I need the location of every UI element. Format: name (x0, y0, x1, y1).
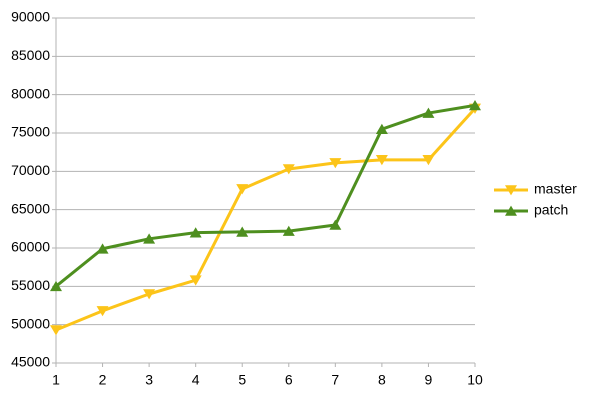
y-tick-label: 55000 (11, 277, 50, 293)
marker (189, 275, 202, 286)
series-line (55, 103, 476, 288)
x-tick-label: 10 (467, 372, 483, 388)
y-tick-label: 65000 (11, 200, 50, 216)
x-tick-label: 8 (378, 372, 386, 388)
legend-marker (505, 185, 517, 196)
marker (96, 306, 109, 317)
marker (469, 100, 481, 111)
marker (329, 158, 342, 169)
marker (375, 155, 388, 166)
marker (422, 107, 435, 118)
marker (189, 227, 202, 238)
x-tick-label: 3 (145, 372, 153, 388)
marker (50, 325, 62, 336)
marker (282, 164, 295, 175)
marker (143, 289, 156, 300)
marker (375, 123, 388, 134)
y-tick-label: 45000 (11, 354, 50, 370)
legend-label: patch (534, 202, 568, 218)
y-tick-label: 80000 (11, 85, 50, 101)
series-line (55, 107, 477, 332)
x-tick-label: 9 (425, 372, 433, 388)
y-tick-label: 70000 (11, 162, 50, 178)
marker (422, 155, 435, 166)
x-tick-label: 2 (99, 372, 107, 388)
x-tick-label: 6 (285, 372, 293, 388)
x-tick-label: 4 (192, 372, 200, 388)
y-tick-label: 85000 (11, 47, 50, 63)
marker (143, 233, 156, 244)
y-tick-label: 90000 (11, 9, 50, 25)
x-tick-label: 7 (331, 372, 339, 388)
legend-label: master (534, 181, 577, 197)
x-tick-label: 5 (238, 372, 246, 388)
marker (50, 280, 62, 292)
x-tick-label: 1 (52, 372, 60, 388)
y-tick-label: 50000 (11, 315, 50, 331)
marker (96, 243, 109, 254)
legend-marker (505, 205, 517, 216)
marker (236, 226, 249, 237)
marker (282, 225, 295, 236)
marker (329, 219, 342, 230)
y-tick-label: 75000 (11, 124, 50, 140)
y-tick-label: 60000 (11, 239, 50, 255)
marker (236, 184, 249, 195)
